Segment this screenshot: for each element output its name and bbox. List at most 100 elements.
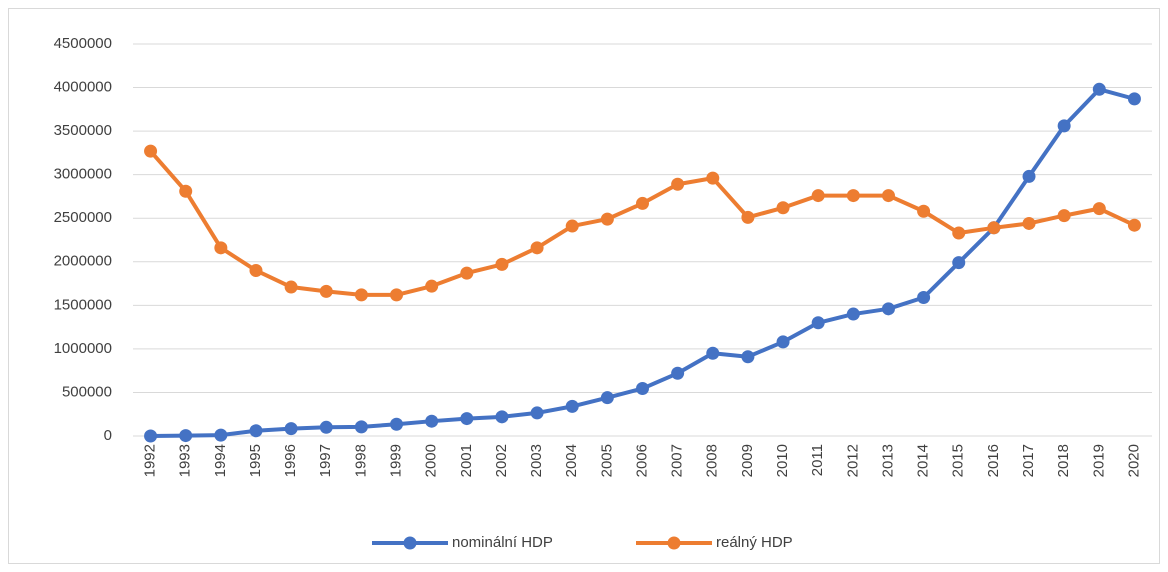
marker <box>811 189 825 203</box>
x-tick-label: 2008 <box>704 444 721 477</box>
marker <box>284 422 298 436</box>
x-tick-label: 1994 <box>212 444 229 477</box>
y-tick-label: 4500000 <box>54 35 112 52</box>
marker <box>249 424 263 438</box>
x-tick-label: 2001 <box>458 444 475 477</box>
y-tick-label: 3500000 <box>54 122 112 139</box>
marker <box>1127 218 1141 232</box>
marker <box>600 391 614 405</box>
marker <box>319 420 333 434</box>
marker <box>1057 119 1071 133</box>
y-tick-label: 3000000 <box>54 166 112 183</box>
marker <box>354 288 368 302</box>
x-tick-label: 2017 <box>1020 444 1037 477</box>
x-tick-label: 2012 <box>844 444 861 477</box>
marker <box>671 177 685 191</box>
legend-label: nominální HDP <box>452 534 553 551</box>
marker <box>179 429 193 443</box>
marker <box>600 212 614 226</box>
marker <box>917 290 931 304</box>
marker <box>636 196 649 210</box>
x-tick-label: 2020 <box>1125 444 1142 477</box>
y-tick-label: 500000 <box>62 383 112 400</box>
x-tick-label: 1998 <box>352 444 369 477</box>
x-tick-label: 2015 <box>950 444 967 477</box>
marker <box>565 219 579 233</box>
marker <box>495 410 509 424</box>
marker <box>741 210 755 224</box>
y-tick-label: 2000000 <box>54 253 112 270</box>
x-tick-label: 2002 <box>493 444 510 477</box>
marker <box>530 406 544 420</box>
marker <box>565 399 579 413</box>
x-tick-label: 2003 <box>528 444 545 477</box>
marker <box>354 420 368 434</box>
x-tick-label: 2004 <box>563 444 580 477</box>
marker <box>1022 216 1036 230</box>
marker <box>776 335 790 349</box>
marker <box>846 307 860 321</box>
x-tick-label: 2013 <box>879 444 896 477</box>
marker <box>987 221 1001 235</box>
legend-label: reálný HDP <box>716 534 793 551</box>
marker <box>144 429 158 443</box>
marker <box>1022 169 1036 183</box>
marker <box>390 417 404 431</box>
marker <box>495 257 509 271</box>
marker <box>425 279 439 293</box>
marker <box>1127 92 1141 106</box>
x-tick-label: 2018 <box>1055 444 1072 477</box>
marker <box>1092 202 1106 216</box>
x-tick-label: 2006 <box>633 444 650 477</box>
marker <box>460 266 474 280</box>
x-tick-label: 2010 <box>774 444 791 477</box>
marker <box>179 184 193 198</box>
marker <box>1057 209 1071 223</box>
marker <box>811 316 825 330</box>
marker <box>846 189 860 203</box>
legend-marker <box>667 536 681 550</box>
marker <box>144 144 158 158</box>
marker <box>776 201 790 215</box>
x-tick-label: 2000 <box>423 444 440 477</box>
x-tick-label: 1992 <box>142 444 159 477</box>
marker <box>706 171 720 185</box>
marker <box>319 284 333 298</box>
x-tick-label: 1993 <box>177 444 194 477</box>
marker <box>284 280 298 294</box>
x-tick-label: 2016 <box>985 444 1002 477</box>
x-tick-label: 2011 <box>809 444 826 476</box>
y-tick-label: 1000000 <box>54 340 112 357</box>
chart-border <box>8 8 1160 564</box>
marker <box>460 412 474 426</box>
x-tick-label: 1997 <box>317 444 334 477</box>
marker <box>530 241 544 255</box>
y-tick-label: 0 <box>104 427 112 444</box>
marker <box>952 226 966 240</box>
marker <box>881 189 895 203</box>
marker <box>881 302 895 316</box>
marker <box>249 263 263 277</box>
y-tick-label: 1500000 <box>54 296 112 313</box>
marker <box>636 382 649 396</box>
marker <box>671 366 685 380</box>
x-tick-label: 1999 <box>388 444 405 477</box>
x-tick-label: 2007 <box>669 444 686 477</box>
x-tick-label: 1995 <box>247 444 264 477</box>
y-tick-label: 2500000 <box>54 209 112 226</box>
x-tick-label: 2005 <box>598 444 615 477</box>
marker <box>214 241 228 255</box>
legend-marker <box>403 536 417 550</box>
x-tick-label: 2014 <box>915 444 932 477</box>
marker <box>706 346 720 360</box>
x-tick-label: 1996 <box>282 444 299 477</box>
marker <box>1092 82 1106 96</box>
y-tick-label: 4000000 <box>54 79 112 96</box>
x-tick-label: 2009 <box>739 444 756 477</box>
marker <box>952 256 966 270</box>
marker <box>214 428 228 442</box>
marker <box>917 204 931 218</box>
x-tick-label: 2019 <box>1090 444 1107 477</box>
